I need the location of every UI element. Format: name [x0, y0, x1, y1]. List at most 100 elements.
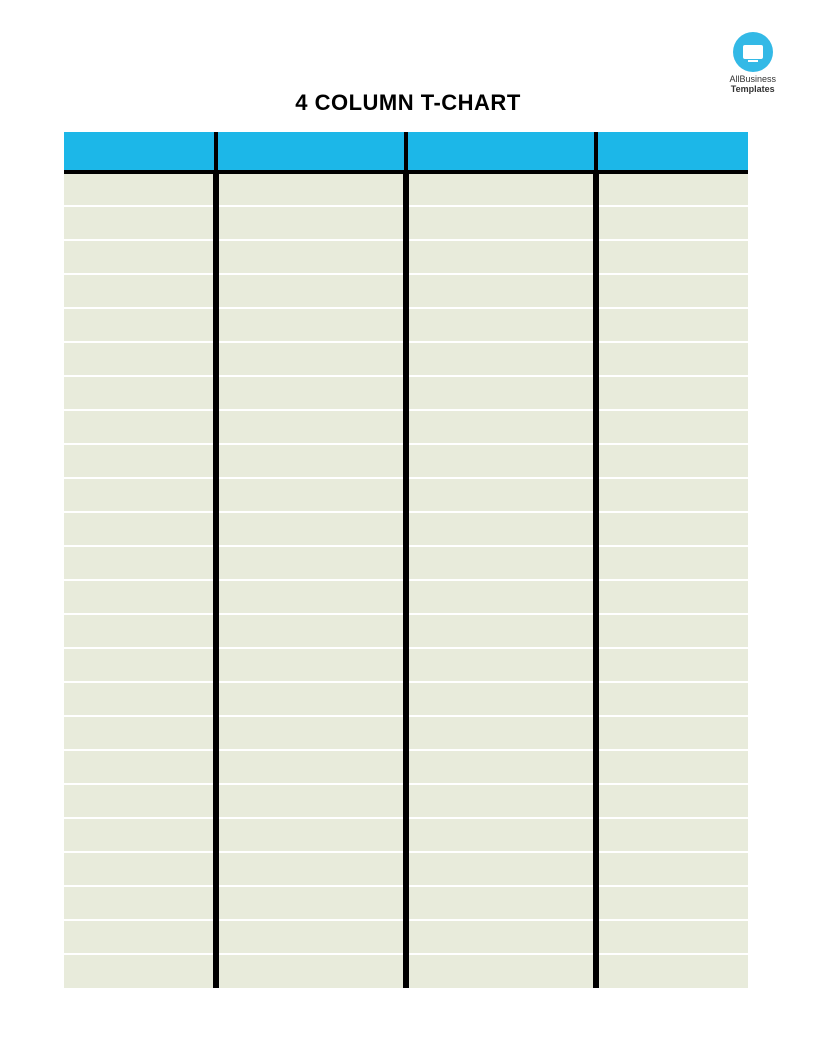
t-chart-cell — [64, 886, 216, 920]
t-chart-cell — [216, 274, 406, 308]
t-chart-cell — [64, 580, 216, 614]
t-chart-cell — [216, 376, 406, 410]
table-row — [64, 580, 748, 614]
table-row — [64, 818, 748, 852]
t-chart-cell — [596, 784, 748, 818]
t-chart-cell — [596, 172, 748, 206]
t-chart-cell — [216, 954, 406, 988]
table-row — [64, 172, 748, 206]
t-chart-table — [64, 132, 748, 988]
t-chart-cell — [216, 784, 406, 818]
table-row — [64, 410, 748, 444]
t-chart-cell — [216, 818, 406, 852]
brand-logo-line1: AllBusiness — [729, 74, 776, 84]
t-chart-cell — [216, 444, 406, 478]
t-chart-cell — [406, 240, 596, 274]
t-chart-cell — [216, 206, 406, 240]
page-title: 4 COLUMN T-CHART — [0, 90, 816, 116]
t-chart-header-cell — [596, 132, 748, 172]
t-chart-cell — [216, 308, 406, 342]
table-row — [64, 886, 748, 920]
t-chart-cell — [596, 478, 748, 512]
table-row — [64, 478, 748, 512]
t-chart-cell — [406, 546, 596, 580]
t-chart-cell — [216, 920, 406, 954]
t-chart-cell — [64, 818, 216, 852]
t-chart-cell — [406, 818, 596, 852]
t-chart-cell — [216, 342, 406, 376]
table-row — [64, 240, 748, 274]
t-chart-cell — [406, 886, 596, 920]
t-chart-cell — [64, 852, 216, 886]
t-chart-cell — [216, 478, 406, 512]
t-chart-cell — [596, 580, 748, 614]
t-chart-cell — [596, 274, 748, 308]
t-chart-header-cell — [406, 132, 596, 172]
table-row — [64, 206, 748, 240]
table-row — [64, 444, 748, 478]
table-row — [64, 308, 748, 342]
t-chart-cell — [216, 682, 406, 716]
t-chart-cell — [216, 886, 406, 920]
t-chart-cell — [64, 648, 216, 682]
t-chart-cell — [596, 614, 748, 648]
t-chart-cell — [64, 512, 216, 546]
t-chart-cell — [406, 682, 596, 716]
t-chart-cell — [216, 716, 406, 750]
t-chart-cell — [64, 342, 216, 376]
t-chart-cell — [64, 614, 216, 648]
t-chart-cell — [406, 308, 596, 342]
t-chart-cell — [216, 172, 406, 206]
t-chart-cell — [216, 410, 406, 444]
t-chart-cell — [406, 410, 596, 444]
t-chart-header-cell — [64, 132, 216, 172]
t-chart-cell — [64, 954, 216, 988]
t-chart-cell — [64, 682, 216, 716]
t-chart-cell — [216, 240, 406, 274]
t-chart-cell — [596, 240, 748, 274]
t-chart-cell — [64, 716, 216, 750]
t-chart-cell — [406, 512, 596, 546]
t-chart-cell — [216, 512, 406, 546]
t-chart-cell — [406, 716, 596, 750]
t-chart-cell — [406, 954, 596, 988]
t-chart-cell — [64, 172, 216, 206]
t-chart-cell — [64, 444, 216, 478]
brand-logo: AllBusiness Templates — [729, 32, 776, 94]
t-chart-cell — [596, 886, 748, 920]
t-chart-cell — [406, 172, 596, 206]
t-chart-cell — [64, 274, 216, 308]
t-chart-cell — [216, 614, 406, 648]
t-chart-cell — [406, 920, 596, 954]
t-chart-cell — [216, 546, 406, 580]
t-chart-cell — [216, 648, 406, 682]
t-chart-cell — [406, 478, 596, 512]
t-chart-cell — [406, 648, 596, 682]
t-chart-cell — [406, 852, 596, 886]
table-row — [64, 342, 748, 376]
table-row — [64, 512, 748, 546]
t-chart-cell — [406, 274, 596, 308]
t-chart-cell — [596, 410, 748, 444]
t-chart-cell — [64, 308, 216, 342]
t-chart-cell — [64, 784, 216, 818]
t-chart-cell — [596, 818, 748, 852]
t-chart-cell — [64, 206, 216, 240]
t-chart-cell — [596, 308, 748, 342]
t-chart-cell — [64, 750, 216, 784]
t-chart-cell — [216, 852, 406, 886]
t-chart-cell — [596, 750, 748, 784]
table-row — [64, 920, 748, 954]
table-row — [64, 784, 748, 818]
t-chart-header-cell — [216, 132, 406, 172]
t-chart-cell — [64, 376, 216, 410]
t-chart-cell — [596, 512, 748, 546]
t-chart-cell — [596, 648, 748, 682]
table-row — [64, 614, 748, 648]
table-row — [64, 750, 748, 784]
t-chart-cell — [406, 614, 596, 648]
t-chart-cell — [596, 206, 748, 240]
t-chart-cell — [596, 376, 748, 410]
t-chart-cell — [596, 920, 748, 954]
t-chart-cell — [64, 240, 216, 274]
